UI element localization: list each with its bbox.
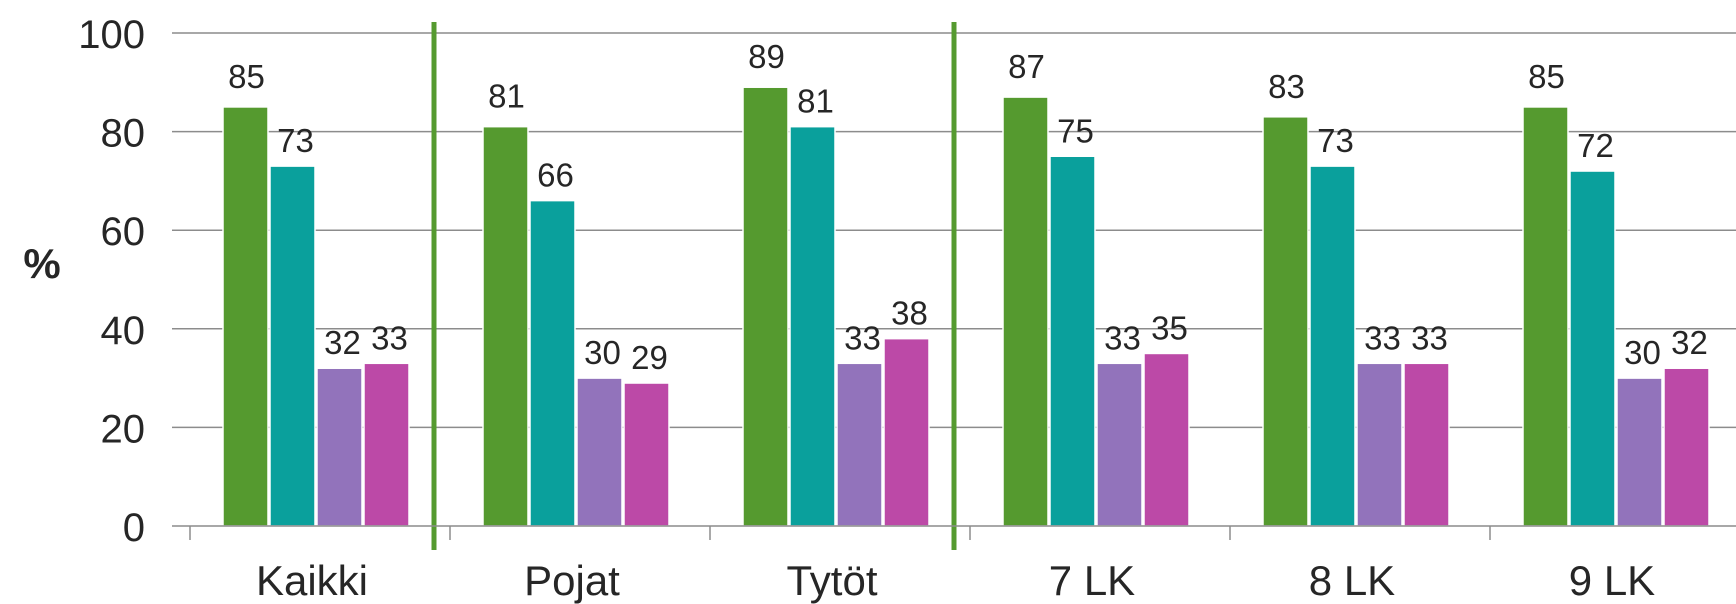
bar [1616,377,1663,527]
x-tick-label: Kaikki [256,557,368,604]
bar [1522,106,1569,527]
data-label: 33 [1104,319,1141,356]
y-tick-label: 100 [78,13,145,57]
y-tick-label: 20 [101,407,146,451]
bar [1356,362,1403,527]
data-label: 33 [1411,319,1448,356]
bar [1663,367,1710,527]
data-label: 38 [891,295,928,332]
bar [222,106,269,527]
bar [623,382,670,527]
bar [529,199,576,527]
data-label: 72 [1577,127,1614,164]
bar [482,125,529,527]
data-label: 81 [488,78,525,115]
x-tick-label: Tytöt [786,557,877,604]
data-label: 83 [1268,68,1305,105]
x-tick-labels: Kaikki Pojat Tytöt 7 LK 8 LK 9 LK [256,557,1655,604]
bar [1002,96,1049,527]
data-label: 30 [584,334,621,371]
bar [1569,170,1616,527]
bar [836,362,883,527]
y-tick-label: 80 [101,112,146,156]
bar [1262,116,1309,527]
x-tick-label: Pojat [524,557,620,604]
y-tick-label: 40 [101,309,146,353]
data-labels: 85 73 32 33 81 66 30 29 89 81 33 38 87 75 33 35 83 73 33 33… [228,38,1708,376]
data-label: 66 [537,157,574,194]
data-label: 30 [1624,334,1661,371]
data-label: 33 [1364,319,1401,356]
data-label: 87 [1008,48,1045,85]
data-label: 32 [1671,324,1708,361]
data-label: 89 [748,38,785,75]
data-label: 33 [844,319,881,356]
data-label: 73 [277,122,314,159]
bar [316,367,363,527]
data-label: 33 [371,319,408,356]
bar [1096,362,1143,527]
bar [363,362,410,527]
data-label: 85 [228,58,265,95]
y-tick-label: 60 [101,210,146,254]
data-label: 81 [797,83,834,120]
bar [883,337,930,527]
x-tick-label: 9 LK [1569,557,1655,604]
bar [1143,352,1190,527]
x-axis [172,525,1736,540]
bar [1309,165,1356,527]
bar [576,377,623,527]
bar [1049,155,1096,527]
data-label: 32 [324,324,361,361]
data-label: 73 [1317,122,1354,159]
data-label: 75 [1057,112,1094,149]
x-tick-label: 8 LK [1309,557,1395,604]
data-label: 85 [1528,58,1565,95]
y-axis-label: % [23,240,60,287]
bar [269,165,316,527]
bar [742,86,789,527]
bar [1403,362,1450,527]
y-tick-labels: 0 20 40 60 80 100 [78,13,145,550]
y-tick-label: 0 [123,506,145,550]
group-separators [431,22,957,550]
data-label: 29 [631,339,668,376]
data-label: 35 [1151,309,1188,346]
x-tick-label: 7 LK [1049,557,1135,604]
bars [222,86,1710,527]
bar [789,125,836,527]
